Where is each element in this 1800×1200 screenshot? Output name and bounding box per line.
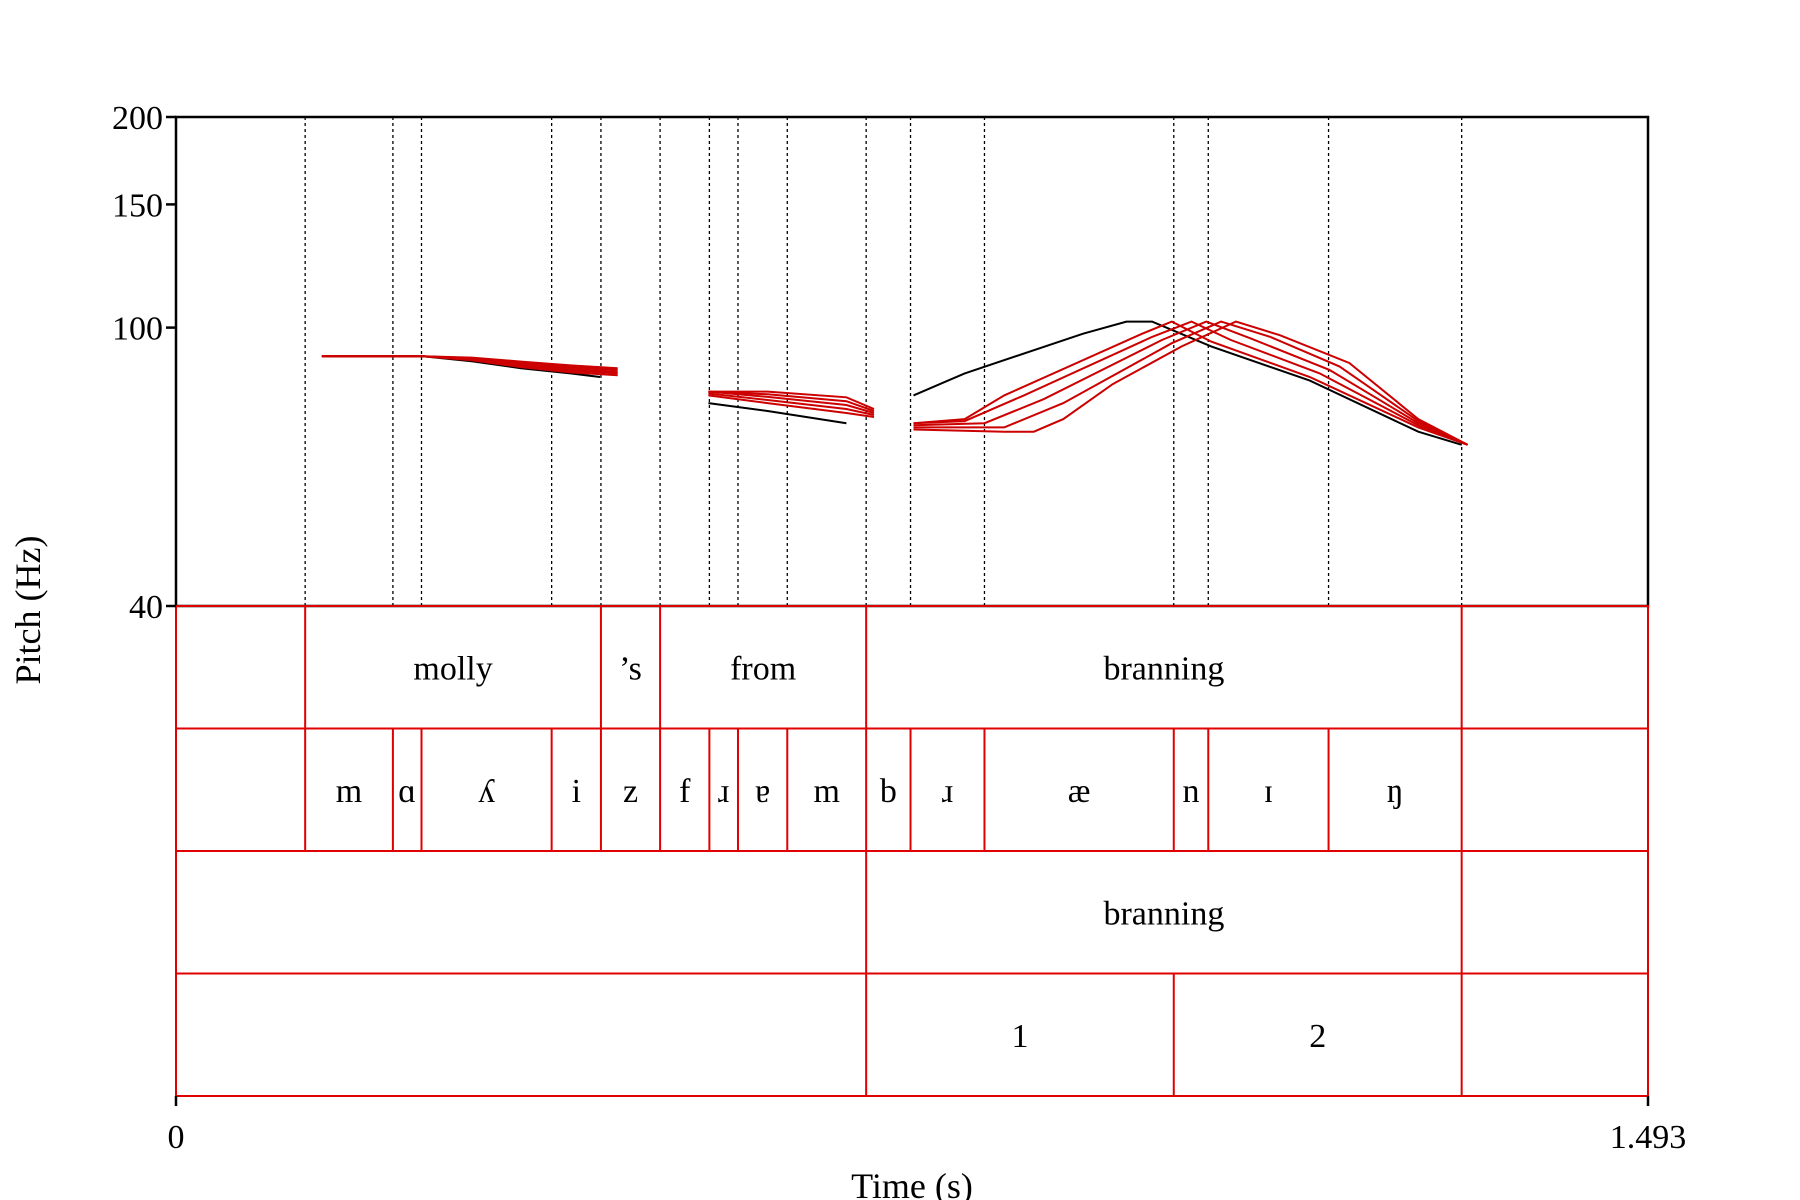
pitch-curves <box>321 320 1469 446</box>
x-axis-label: Time (s) <box>851 1166 973 1200</box>
x-tick-label: 0 <box>168 1119 185 1156</box>
x-axis-ticks: 0 1.493 <box>168 1096 1687 1156</box>
phones-interval-label: ʎ <box>478 773 495 810</box>
y-axis-label: Pitch (Hz) <box>8 536 48 685</box>
pitch-curve-manipulated <box>708 390 875 410</box>
phones-interval-label: n <box>1183 773 1200 810</box>
phones-interval-label: ɐ <box>755 773 770 810</box>
phones-interval-label: ɹ <box>718 773 729 810</box>
pitch-curve-original <box>913 320 1462 446</box>
pitch-curve-manipulated <box>913 320 1469 446</box>
phones-interval-label: æ <box>1068 773 1091 810</box>
y-tick-label: 150 <box>112 187 163 224</box>
phones-interval-label: f <box>679 773 691 810</box>
plot-frame <box>174 115 1650 608</box>
words-interval-label: from <box>730 650 796 687</box>
y-axis-ticks: 40 100 150 200 <box>112 100 176 626</box>
phones-interval-label: ɪ <box>1264 773 1273 810</box>
syllables-interval-label: 1 <box>1011 1018 1028 1055</box>
pitch-curve-manipulated <box>913 320 1468 446</box>
pitch-curve-manipulated <box>708 390 875 414</box>
pitch-curve-manipulated <box>913 320 1469 446</box>
focus-interval-label: branning <box>1103 895 1224 932</box>
syllables-interval-label: 2 <box>1309 1018 1326 1055</box>
phones-interval-label: m <box>813 773 839 810</box>
x-tick-label: 1.493 <box>1610 1119 1687 1156</box>
y-tick-label: 200 <box>112 100 163 137</box>
pitch-curve-manipulated <box>913 320 1469 446</box>
phones-interval-label: ɹ <box>942 773 953 810</box>
words-interval-label: molly <box>413 650 492 687</box>
y-tick-label: 40 <box>129 589 163 626</box>
phones-interval-label: z <box>623 773 638 810</box>
pitch-curve-manipulated <box>708 390 875 412</box>
pitch-curve-manipulated <box>321 355 618 370</box>
phones-interval-label: ŋ <box>1387 773 1404 810</box>
y-tick-label: 100 <box>112 311 163 348</box>
words-interval-label: ’s <box>619 650 642 687</box>
phones-interval-label: b <box>880 773 897 810</box>
pitch-curve-manipulated <box>708 394 875 418</box>
phones-interval-label: m <box>336 773 362 810</box>
pitch-curve-original <box>708 402 847 425</box>
words-interval-label: branning <box>1103 650 1224 687</box>
phones-interval-label: ɑ <box>398 773 416 810</box>
pitch-curve-manipulated <box>708 392 875 416</box>
phones-interval-label: i <box>572 773 581 810</box>
pitch-curve-manipulated <box>913 320 1468 446</box>
